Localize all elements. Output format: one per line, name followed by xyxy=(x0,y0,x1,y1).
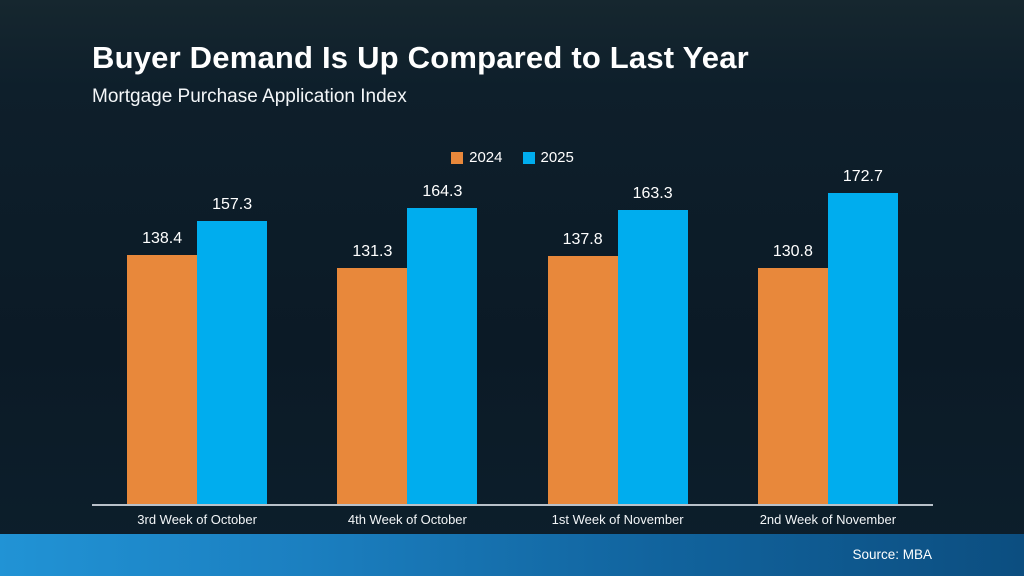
bar-value-label: 172.7 xyxy=(842,168,883,185)
bar-column-2025: 172.7 xyxy=(827,168,898,505)
category-label: 1st Week of November xyxy=(551,512,684,527)
bar-2025 xyxy=(827,193,898,505)
x-axis-line xyxy=(92,504,933,506)
bar-column-2025: 157.3 xyxy=(197,196,268,505)
legend: 2024 2025 xyxy=(92,149,933,166)
bar-value-label: 157.3 xyxy=(212,196,253,213)
category-label: 3rd Week of October xyxy=(137,512,257,527)
bar-column-2024: 130.8 xyxy=(757,243,828,505)
bar-2025 xyxy=(407,208,478,505)
bar-value-label: 137.8 xyxy=(562,231,603,248)
bar-value-label: 131.3 xyxy=(352,243,393,260)
source-attribution: Source: MBA xyxy=(852,547,932,562)
chart-subtitle: Mortgage Purchase Application Index xyxy=(92,86,407,107)
bar-group: 130.8 172.7 xyxy=(757,168,898,505)
bar-column-2024: 137.8 xyxy=(547,231,618,505)
bar-group: 138.4 157.3 xyxy=(127,196,268,505)
footer-band: Source: MBA xyxy=(0,534,1024,576)
bar-2024 xyxy=(757,268,828,505)
bar-column-2024: 131.3 xyxy=(337,243,408,505)
plot-area: 138.4 157.3 131.3 164.3 137.8 163.3 130.8 172.7 xyxy=(92,165,933,505)
bar-2025 xyxy=(197,221,268,505)
bar-column-2025: 163.3 xyxy=(617,185,688,505)
bar-value-label: 138.4 xyxy=(142,230,183,247)
legend-label: 2024 xyxy=(469,149,503,166)
chart-title: Buyer Demand Is Up Compared to Last Year xyxy=(92,40,749,75)
category-label: 2nd Week of November xyxy=(759,512,897,527)
legend-swatch-icon xyxy=(522,151,535,164)
bar-value-label: 163.3 xyxy=(632,185,673,202)
category-axis: 3rd Week of October 4th Week of October 1s… xyxy=(92,512,933,527)
bar-2024 xyxy=(337,268,408,505)
category-label: 4th Week of October xyxy=(347,512,467,527)
legend-label: 2025 xyxy=(540,149,574,166)
legend-item-2025: 2025 xyxy=(522,149,574,166)
legend-item-2024: 2024 xyxy=(451,149,503,166)
bar-2024 xyxy=(127,255,198,505)
bar-2025 xyxy=(617,210,688,505)
bar-column-2024: 138.4 xyxy=(127,230,198,505)
bar-value-label: 130.8 xyxy=(772,243,813,260)
bar-value-label: 164.3 xyxy=(422,183,463,200)
bar-column-2025: 164.3 xyxy=(407,183,478,505)
bar-group: 131.3 164.3 xyxy=(337,183,478,505)
legend-swatch-icon xyxy=(451,151,464,164)
bar-2024 xyxy=(547,256,618,505)
bar-group: 137.8 163.3 xyxy=(547,185,688,505)
